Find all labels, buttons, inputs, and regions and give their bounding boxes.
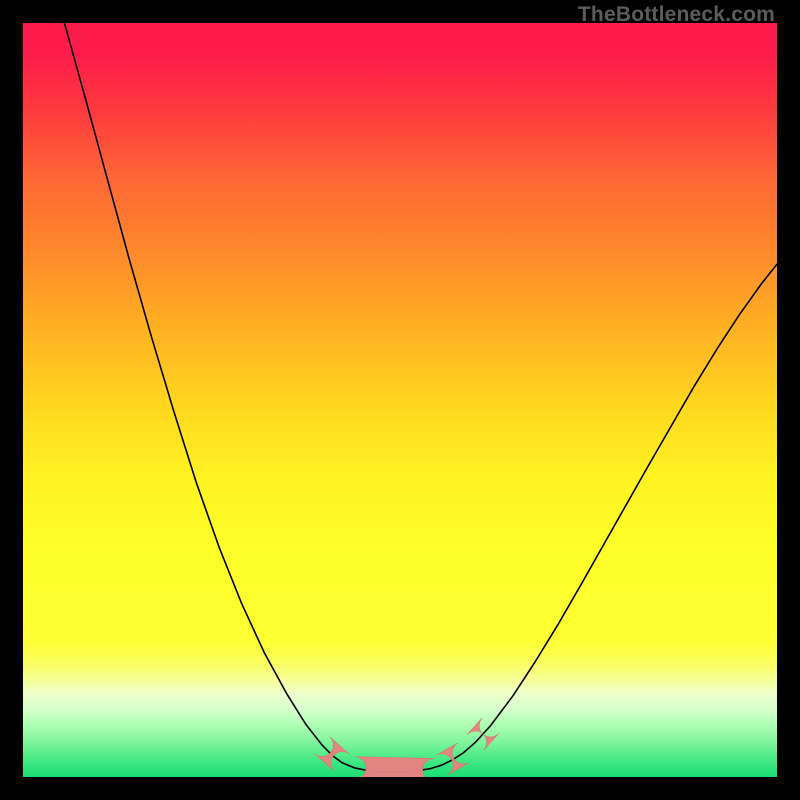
bottleneck-chart: [23, 23, 777, 777]
highlight-lozenge: [354, 757, 434, 777]
chart-frame: { "meta": { "width_px": 800, "height_px"…: [0, 0, 800, 800]
plot-background: [23, 23, 777, 777]
